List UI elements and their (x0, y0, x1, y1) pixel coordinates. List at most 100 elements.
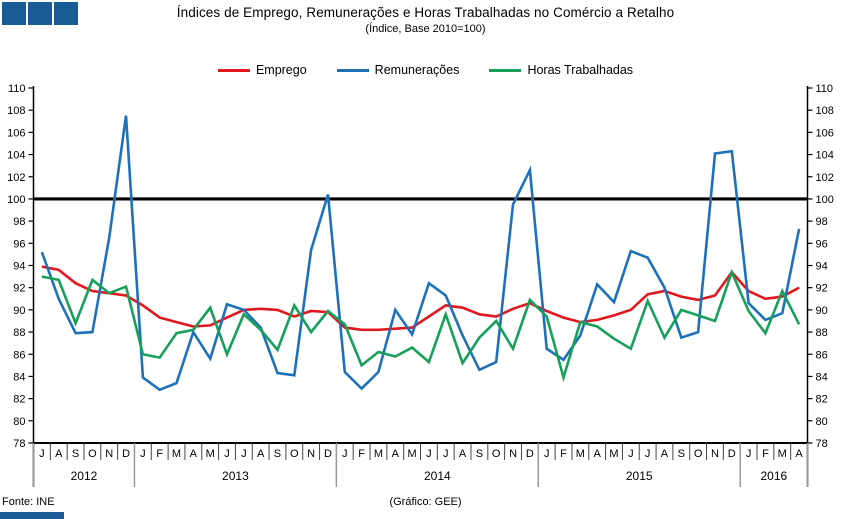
month-label: F (560, 448, 567, 460)
month-label: M (778, 448, 787, 460)
y-tick-label-left: 90 (13, 305, 25, 317)
month-label: O (88, 448, 97, 460)
month-label: J (746, 448, 752, 460)
month-label: A (190, 448, 198, 460)
credit-note: (Gráfico: GEE) (389, 496, 462, 508)
series-line-emprego (41, 265, 800, 332)
y-tick-label-right: 84 (816, 371, 828, 383)
year-label: 2014 (424, 469, 451, 483)
year-label: 2015 (626, 469, 653, 483)
y-tick-label-left: 110 (8, 83, 26, 95)
legend-item-horas-trabalhadas: Horas Trabalhadas (489, 63, 633, 77)
y-tick-label-left: 108 (7, 105, 25, 117)
month-label: F (762, 448, 769, 460)
month-label: A (257, 448, 265, 460)
chart-legend: Emprego Remunerações Horas Trabalhadas (0, 63, 851, 77)
month-label: D (324, 448, 332, 460)
y-tick-label-left: 80 (13, 416, 25, 428)
y-tick-label-right: 82 (816, 394, 828, 406)
y-tick-label-right: 96 (816, 238, 828, 250)
logo-square (54, 2, 78, 25)
y-tick-label-right: 92 (816, 283, 828, 295)
page-title: Índices de Emprego, Remunerações e Horas… (176, 5, 675, 20)
year-label: 2013 (222, 469, 249, 483)
y-tick-label-right: 88 (816, 327, 828, 339)
y-tick-label-left: 86 (13, 349, 25, 361)
month-label: J (39, 448, 45, 460)
y-tick-label-left: 98 (13, 216, 25, 228)
y-tick-label-left: 96 (13, 238, 25, 250)
month-label: M (374, 448, 383, 460)
y-tick-label-right: 102 (816, 172, 834, 184)
month-label: J (628, 448, 634, 460)
month-label: J (224, 448, 230, 460)
y-tick-label-right: 98 (816, 216, 828, 228)
month-label: A (459, 448, 467, 460)
month-label: M (609, 448, 618, 460)
month-label: D (728, 448, 736, 460)
month-label: N (711, 448, 719, 460)
month-label: N (509, 448, 517, 460)
month-label: M (408, 448, 417, 460)
month-label: S (476, 448, 483, 460)
legend-line-swatch (489, 68, 522, 72)
month-label: N (105, 448, 113, 460)
y-tick-label-left: 104 (7, 150, 25, 162)
logo (2, 2, 78, 25)
y-tick-label-right: 100 (816, 194, 834, 206)
month-label: D (122, 448, 130, 460)
y-tick-label-right: 86 (816, 349, 828, 361)
y-tick-label-left: 78 (13, 438, 25, 450)
month-label: O (694, 448, 703, 460)
y-tick-label-left: 84 (13, 371, 25, 383)
legend-item-remunerações: Remunerações (336, 63, 460, 77)
y-tick-label-right: 106 (816, 127, 834, 139)
month-label: J (426, 448, 432, 460)
month-label: O (290, 448, 299, 460)
month-label: M (576, 448, 585, 460)
y-tick-label-left: 106 (7, 127, 25, 139)
month-label: F (156, 448, 163, 460)
legend-line-swatch (336, 68, 369, 72)
month-label: J (544, 448, 550, 460)
source-note: Fonte: INE (2, 496, 55, 508)
series-line-remunerações (40, 115, 801, 392)
month-label: S (72, 448, 79, 460)
month-label: A (661, 448, 669, 460)
y-tick-label-right: 108 (816, 105, 834, 117)
y-tick-label-left: 92 (13, 283, 25, 295)
month-label: F (358, 448, 365, 460)
y-tick-label-left: 88 (13, 327, 25, 339)
logo-square (2, 2, 26, 25)
y-tick-label-right: 78 (816, 438, 828, 450)
legend-label: Remunerações (374, 63, 460, 77)
month-label: S (274, 448, 281, 460)
month-label: J (443, 448, 449, 460)
month-label: A (594, 448, 602, 460)
month-label: J (140, 448, 146, 460)
month-label: O (492, 448, 501, 460)
month-label: J (342, 448, 348, 460)
logo-square (28, 2, 52, 25)
y-tick-label-right: 80 (816, 416, 828, 428)
bottom-bar (0, 512, 64, 519)
y-tick-label-left: 100 (7, 194, 25, 206)
month-label: M (206, 448, 215, 460)
month-label: S (678, 448, 685, 460)
y-tick-label-left: 82 (13, 394, 25, 406)
y-tick-label-right: 104 (816, 150, 834, 162)
month-label: A (55, 448, 63, 460)
y-tick-label-left: 102 (7, 172, 25, 184)
legend-label: Emprego (255, 63, 307, 77)
y-tick-label-right: 110 (816, 83, 834, 95)
month-label: D (526, 448, 534, 460)
page-subtitle: (Índice, Base 2010=100) (365, 23, 486, 35)
legend-item-emprego: Emprego (217, 63, 307, 77)
year-label: 2016 (760, 469, 787, 483)
year-label: 2012 (71, 469, 98, 483)
month-label: N (307, 448, 315, 460)
legend-line-swatch (217, 68, 250, 72)
month-label: J (241, 448, 247, 460)
